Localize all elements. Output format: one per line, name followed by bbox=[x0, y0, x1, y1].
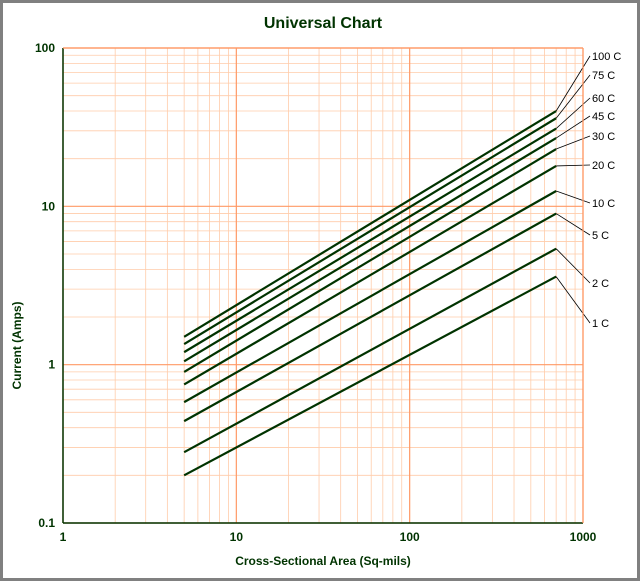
series-label: 5 C bbox=[592, 230, 609, 242]
y-axis-label: Current (Amps) bbox=[10, 301, 24, 389]
y-tick-label: 10 bbox=[42, 199, 56, 213]
x-tick-label: 10 bbox=[230, 530, 244, 544]
x-tick-label: 100 bbox=[400, 530, 420, 544]
series-label: 100 C bbox=[592, 51, 621, 63]
series-label: 1 C bbox=[592, 318, 609, 330]
series-label: 30 C bbox=[592, 131, 615, 143]
series-label: 60 C bbox=[592, 93, 615, 105]
y-tick-label: 100 bbox=[35, 41, 55, 55]
series-label: 10 C bbox=[592, 198, 615, 210]
series-label: 45 C bbox=[592, 111, 615, 123]
x-axis-label: Cross-Sectional Area (Sq-mils) bbox=[235, 554, 411, 568]
y-tick-label: 1 bbox=[48, 358, 55, 372]
x-tick-label: 1 bbox=[60, 530, 67, 544]
chart-title: Universal Chart bbox=[264, 15, 383, 32]
series-label: 2 C bbox=[592, 278, 609, 290]
universal-chart: 100 C 75 C 60 C 45 C 30 C 20 C 10 C 5 C 2 C 1 C 1 1… bbox=[3, 3, 637, 578]
x-tick-label: 1000 bbox=[570, 530, 597, 544]
y-tick-label: 0.1 bbox=[38, 516, 55, 530]
series-label: 20 C bbox=[592, 160, 615, 172]
series-label: 75 C bbox=[592, 70, 615, 82]
chart-frame: 100 C 75 C 60 C 45 C 30 C 20 C 10 C 5 C 2 C 1 C 1 1… bbox=[0, 0, 640, 581]
